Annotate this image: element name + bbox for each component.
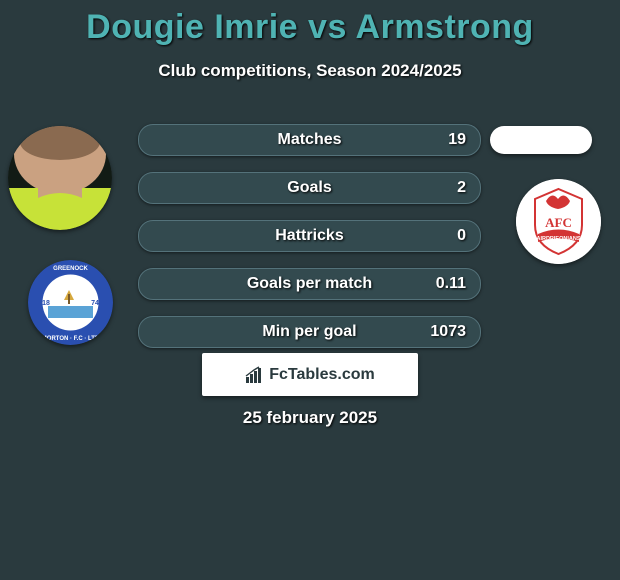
page-title: Dougie Imrie vs Armstrong bbox=[0, 8, 620, 47]
player1-photo bbox=[8, 126, 112, 230]
svg-text:74: 74 bbox=[91, 300, 99, 307]
stat-row-hattricks: Hattricks 0 bbox=[138, 220, 481, 252]
stat-label: Matches bbox=[139, 131, 480, 149]
stat-label: Hattricks bbox=[139, 227, 480, 245]
stat-row-goals: Goals 2 bbox=[138, 172, 481, 204]
stat-row-goals-per-match: Goals per match 0.11 bbox=[138, 268, 481, 300]
player2-club-text: AFC bbox=[545, 215, 572, 230]
brand-badge[interactable]: FcTables.com bbox=[202, 353, 418, 396]
player2-club-crest: AFC AIRDRIEONIANS bbox=[516, 179, 601, 264]
player2-photo-placeholder bbox=[490, 126, 592, 154]
stat-label: Goals bbox=[139, 179, 480, 197]
date-text: 25 february 2025 bbox=[0, 408, 620, 428]
svg-text:GREENOCK: GREENOCK bbox=[53, 266, 88, 272]
brand-text: FcTables.com bbox=[269, 366, 375, 384]
stat-value-right: 0.11 bbox=[436, 275, 466, 293]
stat-value-right: 1073 bbox=[430, 323, 466, 341]
svg-text:AIRDRIEONIANS: AIRDRIEONIANS bbox=[536, 236, 580, 242]
svg-text:MORTON · F.C · LTD: MORTON · F.C · LTD bbox=[42, 336, 100, 342]
stat-value-right: 19 bbox=[448, 131, 466, 149]
stat-value-right: 2 bbox=[457, 179, 466, 197]
stat-row-matches: Matches 19 bbox=[138, 124, 481, 156]
stat-label: Goals per match bbox=[139, 275, 480, 293]
stat-value-right: 0 bbox=[457, 227, 466, 245]
bars-icon bbox=[245, 366, 263, 384]
svg-text:18: 18 bbox=[42, 300, 50, 307]
stat-row-min-per-goal: Min per goal 1073 bbox=[138, 316, 481, 348]
stats-container: Matches 19 Goals 2 Hattricks 0 Goals per… bbox=[138, 124, 481, 364]
stat-label: Min per goal bbox=[139, 323, 480, 341]
player1-club-crest: GREENOCK MORTON · F.C · LTD 18 74 bbox=[28, 260, 113, 345]
page-subtitle: Club competitions, Season 2024/2025 bbox=[0, 61, 620, 81]
